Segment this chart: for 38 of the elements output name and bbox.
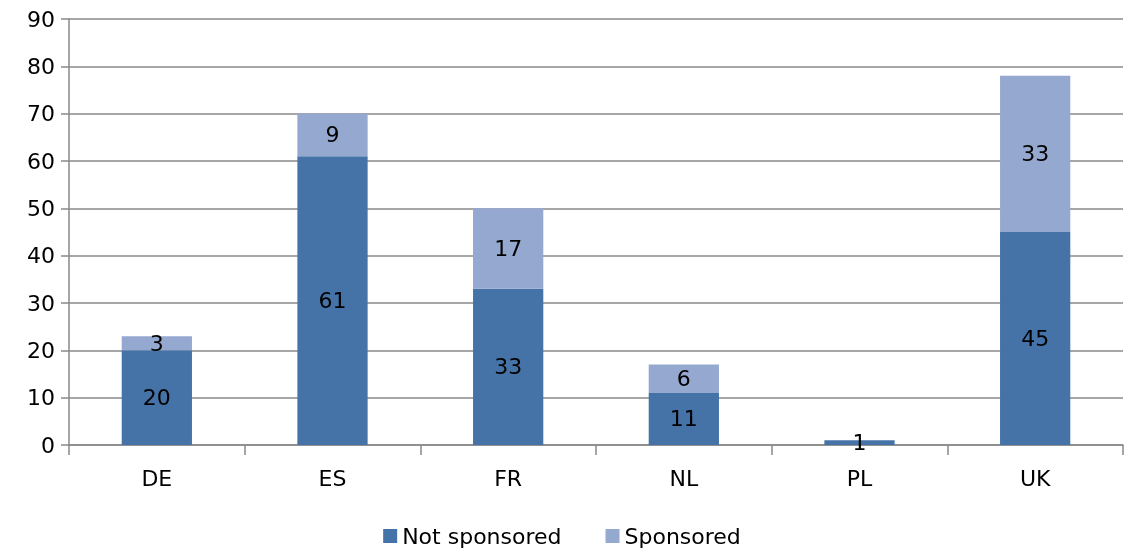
- x-tick-label: PL: [846, 465, 873, 491]
- data-label: 61: [318, 288, 347, 314]
- legend-label: Sponsored: [624, 523, 741, 549]
- x-tick-label: FR: [494, 465, 523, 491]
- y-tick-label: 30: [27, 290, 55, 316]
- data-label: 20: [142, 385, 171, 411]
- data-label: 6: [676, 366, 691, 392]
- data-label: 33: [1021, 141, 1050, 167]
- y-tick-label: 50: [27, 195, 55, 221]
- data-label: 11: [669, 406, 698, 432]
- bar: [1000, 232, 1071, 445]
- x-tick-label: NL: [669, 465, 699, 491]
- x-tick-label: DE: [141, 465, 173, 491]
- bar: [121, 350, 192, 445]
- bar: [473, 288, 544, 445]
- bar: [1000, 75, 1071, 232]
- bar: [297, 156, 368, 445]
- x-tick-label: UK: [1019, 465, 1051, 491]
- bar: [297, 113, 368, 157]
- y-tick-label: 70: [27, 101, 55, 127]
- data-label: 3: [149, 330, 164, 356]
- data-label: 17: [494, 236, 523, 262]
- bar: [648, 364, 719, 393]
- y-tick-label: 80: [27, 53, 55, 79]
- data-label: 9: [325, 122, 340, 148]
- legend-label: Not sponsored: [402, 523, 562, 549]
- y-tick-label: 90: [27, 6, 55, 32]
- y-tick-label: 0: [41, 432, 55, 458]
- bar: [648, 392, 719, 445]
- bar: [473, 208, 544, 289]
- y-tick-label: 60: [27, 148, 55, 174]
- data-label: 33: [494, 354, 523, 380]
- bar: [121, 336, 192, 351]
- x-tick-label: ES: [318, 465, 347, 491]
- y-tick-label: 10: [27, 385, 55, 411]
- data-label: 45: [1021, 326, 1050, 351]
- y-tick-label: 40: [27, 243, 55, 269]
- y-tick-label: 20: [27, 337, 55, 363]
